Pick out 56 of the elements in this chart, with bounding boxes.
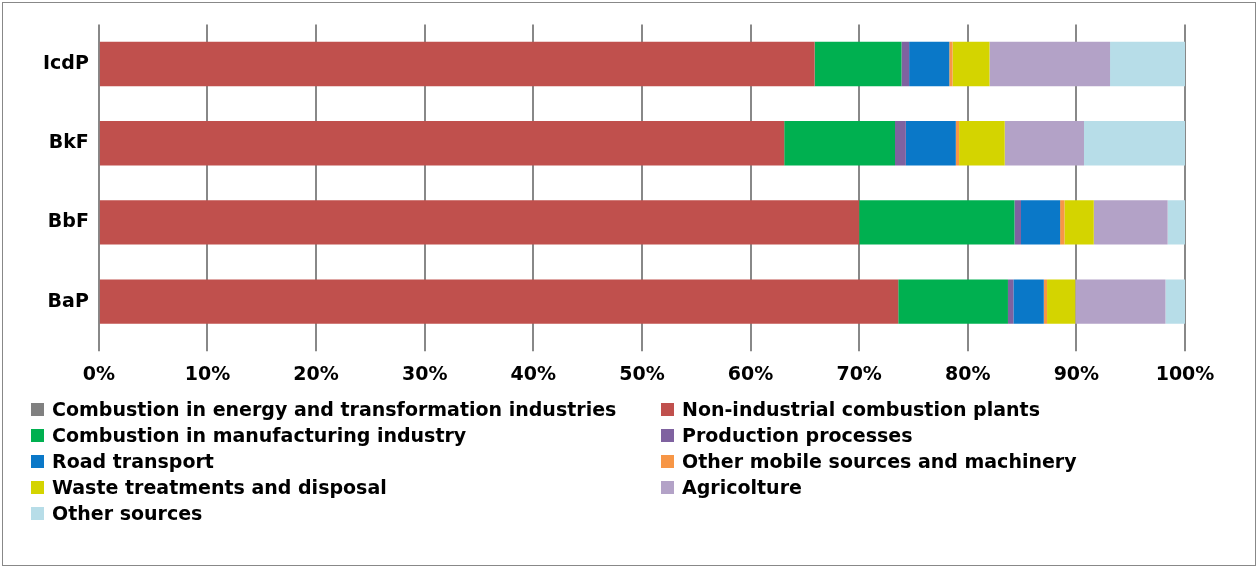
bar <box>1013 279 1044 324</box>
bar <box>959 121 1005 166</box>
y-tick-label: BbF <box>47 209 89 232</box>
x-tick-label: 70% <box>836 361 882 384</box>
bar <box>1043 279 1048 324</box>
bar <box>1093 200 1168 245</box>
legend-label: Agricolture <box>682 476 802 498</box>
x-tick-label: 60% <box>727 361 774 384</box>
bar <box>895 121 906 166</box>
bar <box>1007 279 1014 324</box>
bar <box>1075 279 1166 324</box>
x-tick-label: 30% <box>401 361 448 384</box>
bar <box>1064 200 1094 245</box>
bar <box>99 279 899 324</box>
bar <box>952 41 990 87</box>
legend-label: Other sources <box>52 502 203 524</box>
x-tick-label: 40% <box>510 361 557 384</box>
bar <box>1014 200 1021 245</box>
bar <box>1020 200 1061 245</box>
legend-label: Combustion in manufacturing industry <box>52 424 467 446</box>
bar <box>859 200 1015 245</box>
x-tick-label: 80% <box>945 361 991 384</box>
bar <box>949 41 953 87</box>
x-tick-label: 20% <box>293 361 339 384</box>
x-tick-label: 100% <box>1155 361 1215 384</box>
y-tick-label: BaP <box>47 288 89 311</box>
bar <box>1047 279 1076 324</box>
x-tick-label: 90% <box>1053 361 1100 384</box>
bar <box>99 200 860 245</box>
legend-label: Production processes <box>682 424 913 446</box>
y-tick-label: IcdP <box>43 50 89 73</box>
y-tick-label: BkF <box>48 130 89 153</box>
legend-label: Other mobile sources and machinery <box>682 450 1077 472</box>
bar <box>905 121 956 166</box>
bar <box>909 41 950 87</box>
bar <box>1004 121 1084 166</box>
x-tick-label: 0% <box>82 361 115 384</box>
bar <box>784 121 895 166</box>
bar <box>898 279 1008 324</box>
bar <box>1167 200 1185 245</box>
bar <box>1083 121 1185 166</box>
bar <box>1165 279 1185 324</box>
bar <box>99 121 785 166</box>
legend-label: Non-industrial combustion plants <box>682 398 1040 420</box>
x-tick-label: 50% <box>619 361 665 384</box>
x-tick-label: 10% <box>184 361 231 384</box>
bar <box>1110 41 1185 87</box>
legend-label: Road transport <box>52 450 214 472</box>
bar <box>1060 200 1065 245</box>
bar <box>901 41 910 87</box>
bar <box>989 41 1111 87</box>
bar <box>955 121 960 166</box>
legend-label: Combustion in energy and transformation industries <box>52 398 617 420</box>
legend-label: Waste treatments and disposal <box>52 476 387 498</box>
bar <box>99 41 815 87</box>
bar <box>814 41 902 87</box>
